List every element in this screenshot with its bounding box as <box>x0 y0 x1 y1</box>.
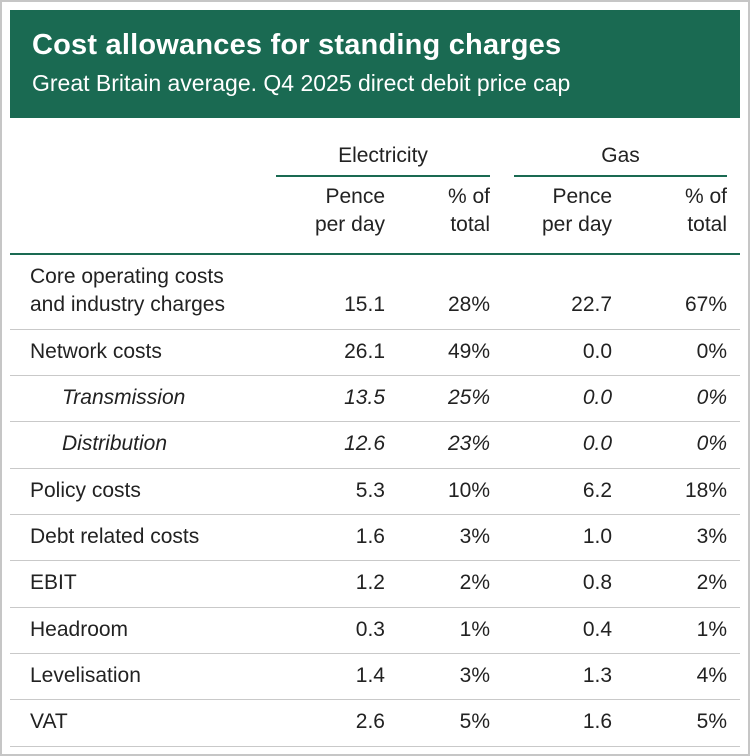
column-header-line: per day <box>541 213 613 237</box>
column-header-line: % of <box>447 185 491 209</box>
total-elec-pence: 53.7 <box>260 746 385 754</box>
cell-gas-pct: 0% <box>612 329 741 376</box>
table-row: Core operating costs and industry charge… <box>10 253 741 330</box>
cell-elec-pct: 49% <box>385 329 491 376</box>
table-row: Headroom 0.3 1% 0.4 1% <box>10 607 741 654</box>
cell-elec-pct: 25% <box>385 375 491 423</box>
table-row: Network costs 26.1 49% 0.0 0% <box>10 329 741 376</box>
row-label: Network costs <box>10 329 260 376</box>
cell-gas-pct: 18% <box>612 468 741 515</box>
cell-elec-pence: 5.3 <box>260 468 385 515</box>
cell-elec-pence: 26.1 <box>260 329 385 376</box>
page-subtitle: Great Britain average. Q4 2025 direct de… <box>32 70 571 97</box>
page-title: Cost allowances for standing charges <box>32 29 562 61</box>
column-header-spacer <box>10 177 260 255</box>
cell-gas-pct: 0% <box>612 375 741 423</box>
row-label: EBIT <box>10 560 260 608</box>
cell-elec-pence: 13.5 <box>260 375 385 423</box>
column-group-spacer <box>10 130 260 177</box>
row-label: VAT <box>10 699 260 747</box>
cell-elec-pct: 5% <box>385 699 491 747</box>
row-label: Core operating costs and industry charge… <box>10 253 260 330</box>
cell-gas-pence: 22.7 <box>490 253 613 330</box>
column-group-electricity: Electricity <box>260 130 491 178</box>
cell-elec-pct: 28% <box>385 253 491 330</box>
total-elec-pct: 100% <box>385 746 490 754</box>
cell-elec-pence: 0.3 <box>260 607 385 654</box>
cell-elec-pence: 12.6 <box>260 421 385 469</box>
cell-gas-pence: 0.0 <box>490 329 613 376</box>
cell-gas-pence: 0.0 <box>490 375 613 423</box>
column-header-line: total <box>450 213 491 237</box>
row-label: Policy costs <box>10 468 260 515</box>
column-header-elec-pct: % of total <box>385 177 491 255</box>
cell-gas-pence: 0.4 <box>490 607 613 654</box>
row-label: Debt related costs <box>10 514 260 562</box>
column-header-row: Pence per day % of total Pence per day %… <box>10 177 741 255</box>
column-group-electricity-label: Electricity <box>276 142 491 178</box>
column-group-gas: Gas <box>490 130 740 178</box>
cell-elec-pct: 23% <box>385 421 491 469</box>
table-row-subitem: Distribution 12.6 23% 0.0 0% <box>10 421 741 469</box>
cell-elec-pence: 15.1 <box>260 253 385 330</box>
table-row: Levelisation 1.4 3% 1.3 4% <box>10 653 741 701</box>
cell-gas-pct: 2% <box>612 560 741 608</box>
total-gas-pence: 34.0 <box>490 746 612 754</box>
cell-elec-pence: 1.4 <box>260 653 385 701</box>
cell-gas-pence: 0.0 <box>490 421 613 469</box>
column-header-line: Pence <box>552 185 613 209</box>
row-label: Distribution <box>10 421 260 469</box>
cell-elec-pence: 1.2 <box>260 560 385 608</box>
column-header-gas-pence: Pence per day <box>490 177 613 255</box>
cell-elec-pct: 3% <box>385 653 491 701</box>
total-gas-pct: 100% <box>612 746 740 754</box>
masthead: Cost allowances for standing charges Gre… <box>10 10 740 118</box>
cell-gas-pct: 67% <box>612 253 741 330</box>
column-group-row: Electricity Gas <box>10 130 740 178</box>
cost-allowances-table: Electricity Gas Pence per day % of total… <box>10 130 741 754</box>
column-header-line: total <box>687 213 728 237</box>
cell-elec-pct: 2% <box>385 560 491 608</box>
cell-gas-pct: 4% <box>612 653 741 701</box>
table-row: Debt related costs 1.6 3% 1.0 3% <box>10 514 741 562</box>
row-label: Levelisation <box>10 653 260 701</box>
cell-gas-pence: 1.3 <box>490 653 613 701</box>
cell-gas-pct: 3% <box>612 514 741 562</box>
table-row-total: Total 53.7 100% 34.0 100% <box>10 746 740 754</box>
table-row-subitem: Transmission 13.5 25% 0.0 0% <box>10 375 741 423</box>
table-row: VAT 2.6 5% 1.6 5% <box>10 699 741 747</box>
column-header-line: Pence <box>325 185 385 209</box>
column-group-gas-label: Gas <box>514 142 728 178</box>
cell-elec-pct: 10% <box>385 468 491 515</box>
row-label: Transmission <box>10 375 260 423</box>
cell-elec-pct: 3% <box>385 514 491 562</box>
cell-elec-pct: 1% <box>385 607 491 654</box>
cell-gas-pence: 6.2 <box>490 468 613 515</box>
cell-gas-pct: 0% <box>612 421 741 469</box>
cell-gas-pct: 5% <box>612 699 741 747</box>
cell-elec-pence: 2.6 <box>260 699 385 747</box>
total-label: Total <box>10 746 260 754</box>
cell-elec-pence: 1.6 <box>260 514 385 562</box>
row-label: Headroom <box>10 607 260 654</box>
table-row: Policy costs 5.3 10% 6.2 18% <box>10 468 741 515</box>
column-header-gas-pct: % of total <box>612 177 741 255</box>
column-header-elec-pence: Pence per day <box>260 177 385 255</box>
cell-gas-pct: 1% <box>612 607 741 654</box>
cell-gas-pence: 1.6 <box>490 699 613 747</box>
cell-gas-pence: 0.8 <box>490 560 613 608</box>
column-header-line: per day <box>314 213 385 237</box>
cell-gas-pence: 1.0 <box>490 514 613 562</box>
table-row: EBIT 1.2 2% 0.8 2% <box>10 560 741 608</box>
column-header-line: % of <box>685 185 728 209</box>
